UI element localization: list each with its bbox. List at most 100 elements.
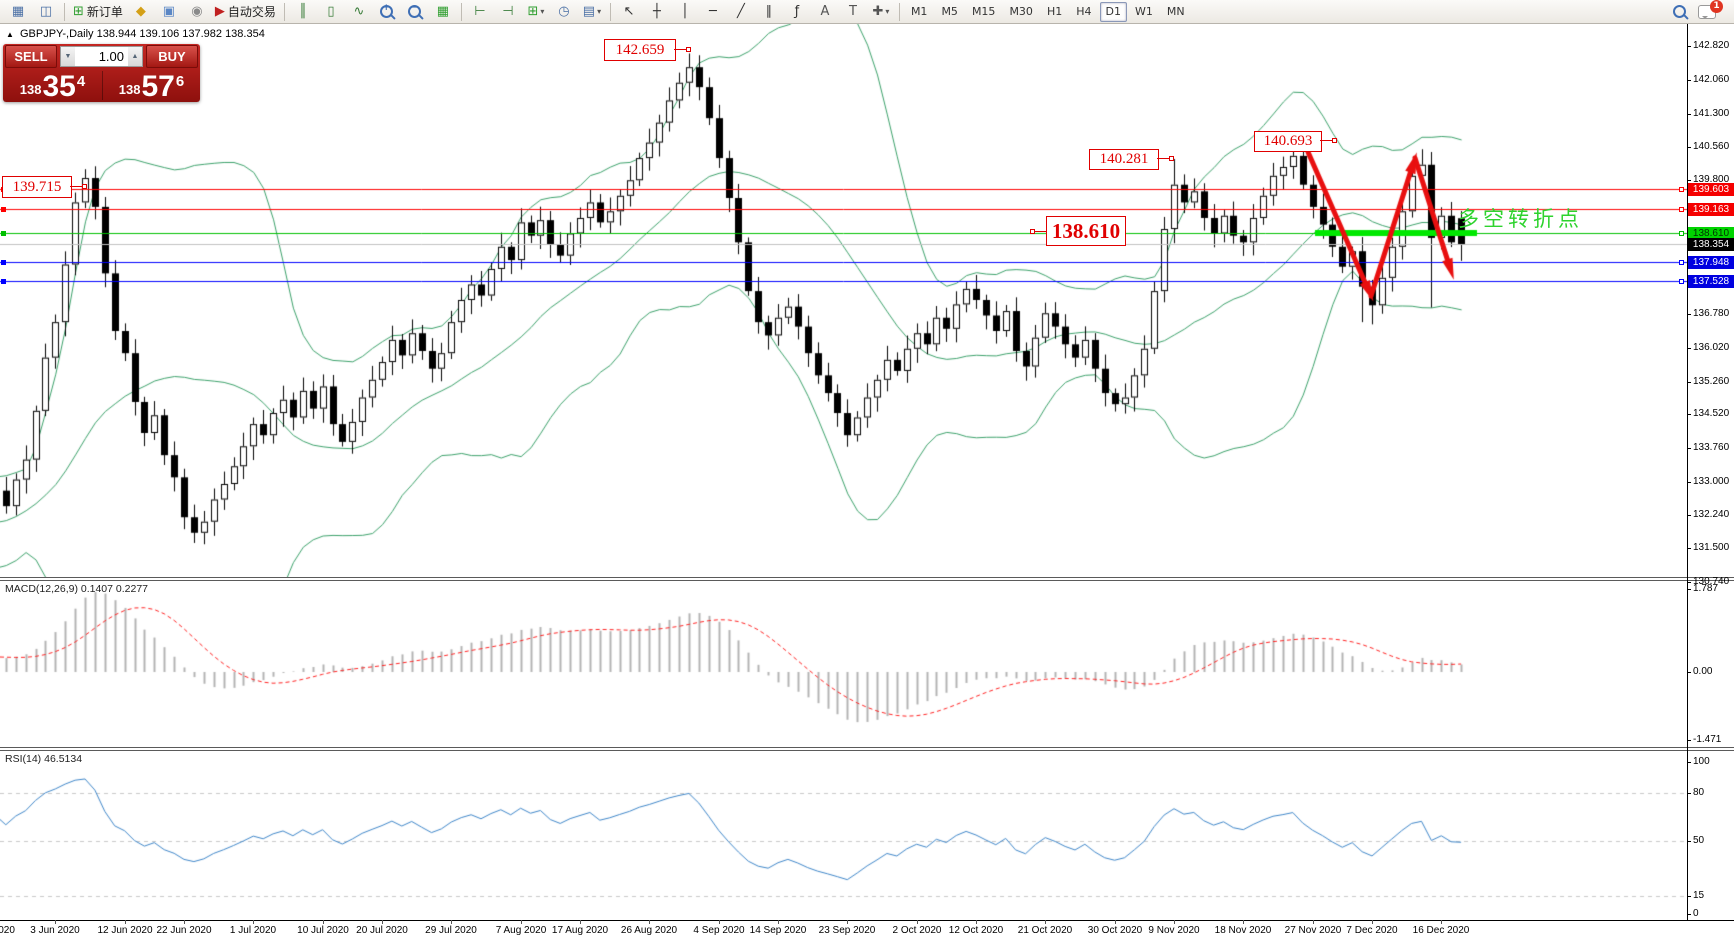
new-chart-button[interactable]: ⊞ ▾	[523, 1, 549, 23]
symbol-dropdown-icon[interactable]: ▲	[6, 30, 14, 39]
crosshair-icon[interactable]: ┼	[644, 1, 670, 23]
main-chart[interactable]	[0, 24, 1687, 577]
text-label-icon[interactable]: T	[840, 1, 866, 23]
bar-chart-type-icon: ║	[299, 4, 307, 19]
price-note-142659[interactable]: 142.659	[604, 39, 676, 61]
line-right-handle[interactable]	[1679, 279, 1684, 284]
annotation-anchor[interactable]	[82, 184, 87, 189]
date-tick	[917, 920, 918, 924]
timeframe-h1[interactable]: H1	[1046, 5, 1063, 18]
panel-splitter-rsi[interactable]	[0, 747, 1734, 751]
one-click-trading-panel: SELL ▼ 1.00 ▲ BUY 138 35 4 138 57 6	[3, 44, 200, 102]
line-left-handle[interactable]	[1, 279, 6, 284]
market-watch-icon[interactable]: ◫	[33, 1, 59, 23]
cursor-icon[interactable]: ↖	[616, 1, 642, 23]
price-note-138610[interactable]: 138.610	[1046, 216, 1126, 246]
price-axis-label: 100	[1693, 756, 1710, 767]
timeframe-m1[interactable]: M1	[910, 5, 928, 18]
price-axis-label: 141.300	[1693, 108, 1730, 119]
line-left-handle[interactable]	[1, 207, 6, 212]
line-left-handle[interactable]	[1, 260, 6, 265]
community-icon[interactable]: ▣	[156, 1, 182, 23]
line-chart-type-icon[interactable]: ∿	[346, 1, 372, 23]
line-left-handle[interactable]	[1, 231, 6, 236]
autotrading-button[interactable]: ▶ 自动交易	[212, 1, 279, 23]
volume-up-button[interactable]: ▲	[128, 47, 142, 66]
search-button[interactable]	[1666, 1, 1692, 23]
timeframe-w1[interactable]: W1	[1134, 5, 1153, 18]
sell-price[interactable]: 138 35 4	[19, 70, 86, 102]
auto-scroll-icon: ⊢	[474, 4, 486, 19]
sell-button[interactable]: SELL	[5, 45, 57, 68]
candle-chart-type-icon[interactable]: ▯	[318, 1, 344, 23]
vertical-line-icon[interactable]: │	[672, 1, 698, 23]
volume-value[interactable]: 1.00	[98, 49, 124, 64]
panel-splitter-macd[interactable]	[0, 577, 1734, 581]
timeframe-mn[interactable]: MN	[1166, 5, 1185, 18]
line-right-handle[interactable]	[1679, 187, 1684, 192]
period-clock-icon[interactable]: ◷	[551, 1, 577, 23]
bar-chart-type-icon[interactable]: ║	[290, 1, 316, 23]
volume-down-button[interactable]: ▼	[61, 47, 75, 66]
date-label: 1 Jul 2020	[229, 925, 277, 936]
annotation-anchor[interactable]	[1169, 156, 1174, 161]
price-note-140281[interactable]: 140.281	[1089, 149, 1159, 170]
zoom-in-icon[interactable]: +	[374, 1, 400, 23]
new-chart-icon: ⊞	[527, 4, 539, 19]
annotation-connector	[1320, 140, 1332, 141]
search-icon	[1672, 5, 1686, 18]
timeframe-m5[interactable]: M5	[941, 5, 958, 18]
axis-tick	[1687, 589, 1691, 590]
price-note-139715[interactable]: 139.715	[2, 176, 72, 198]
tile-windows-icon[interactable]: ▦	[430, 1, 456, 23]
new-order-button-label: 新订单	[86, 5, 123, 19]
new-order-button[interactable]: ⊞ 新订单	[70, 1, 126, 23]
buy-price[interactable]: 138 57 6	[118, 70, 185, 102]
signals-icon: ◉	[191, 4, 203, 19]
line-right-handle[interactable]	[1679, 231, 1684, 236]
auto-scroll-icon[interactable]: ⊢	[467, 1, 493, 23]
annotation-anchor[interactable]	[1030, 229, 1035, 234]
axis-tick	[1687, 180, 1691, 181]
autotrading-icon: ▶	[214, 4, 225, 19]
annotation-anchor[interactable]	[686, 47, 691, 52]
arrows-tool-icon[interactable]: ✚ ▾	[868, 1, 894, 23]
line-right-handle[interactable]	[1679, 207, 1684, 212]
buy-button[interactable]: BUY	[146, 45, 198, 68]
date-tick	[253, 920, 254, 924]
trendline-icon[interactable]: ╱	[728, 1, 754, 23]
turning-point-note[interactable]: 多空转折点	[1458, 207, 1583, 231]
metaquotes-icon[interactable]: ◆	[128, 1, 154, 23]
axis-tick	[1687, 348, 1691, 349]
horizontal-line-icon[interactable]: ─	[700, 1, 726, 23]
price-note-140693[interactable]: 140.693	[1254, 131, 1322, 152]
price-axis-label: 0	[1693, 908, 1699, 919]
price-axis-label: 15	[1693, 890, 1705, 901]
line-right-handle[interactable]	[1679, 260, 1684, 265]
date-tick	[184, 920, 185, 924]
zoom-out-icon: −	[408, 3, 422, 18]
fibonacci-icon[interactable]: ƒ	[784, 1, 810, 23]
timeframe-m30[interactable]: M30	[1009, 5, 1033, 18]
date-label: 12 Oct 2020	[948, 925, 1004, 936]
notifications-button[interactable]: 1	[1694, 0, 1723, 23]
text-icon[interactable]: A	[812, 1, 838, 23]
price-line-badge: 138.354	[1688, 238, 1734, 251]
templates-button[interactable]: ▤ ▾	[579, 1, 605, 23]
date-tick	[580, 920, 581, 924]
signals-icon[interactable]: ◉	[184, 1, 210, 23]
price-line-badge: 137.528	[1688, 275, 1734, 288]
date-label: 26 Aug 2020	[620, 925, 678, 936]
toolbar-separator	[64, 2, 65, 21]
timeframe-m15[interactable]: M15	[971, 5, 996, 18]
timeframe-d1[interactable]: D1	[1099, 1, 1127, 22]
charts-grid-icon[interactable]: ▦	[5, 1, 31, 23]
timeframe-h4[interactable]: H4	[1076, 5, 1092, 18]
channel-icon[interactable]: ∥	[756, 1, 782, 23]
annotation-anchor[interactable]	[1332, 138, 1337, 143]
rsi-indicator-panel[interactable]	[0, 751, 1687, 920]
chart-shift-icon[interactable]: ⊣	[495, 1, 521, 23]
macd-indicator-panel[interactable]	[0, 581, 1687, 747]
zoom-out-icon[interactable]: −	[402, 1, 428, 23]
